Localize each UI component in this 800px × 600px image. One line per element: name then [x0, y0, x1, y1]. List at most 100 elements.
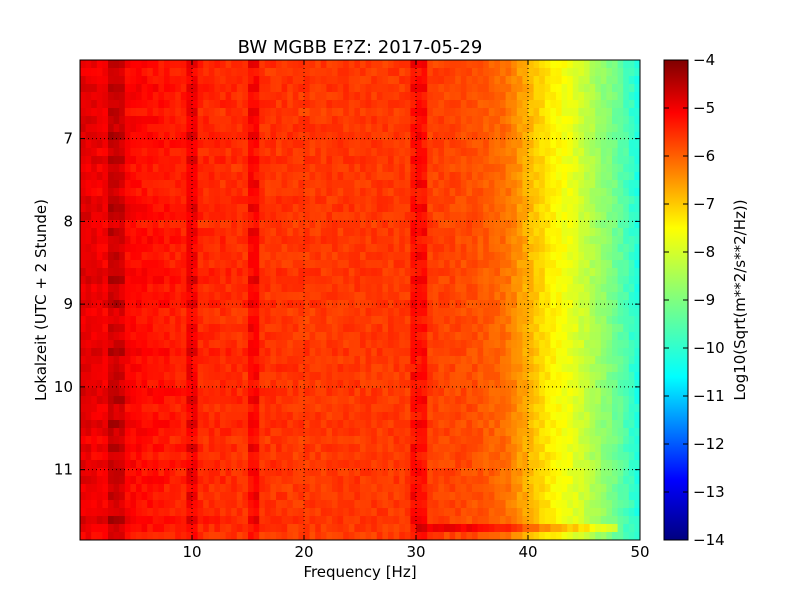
heatmap-cell — [382, 188, 389, 197]
heatmap-cell — [455, 420, 462, 429]
heatmap-cell — [393, 324, 400, 333]
heatmap-cell — [449, 380, 456, 389]
heatmap-cell — [455, 316, 462, 325]
heatmap-cell — [113, 76, 120, 85]
heatmap-cell — [584, 108, 591, 117]
heatmap-cell — [365, 380, 372, 389]
heatmap-cell — [516, 420, 523, 429]
heatmap-cell — [455, 396, 462, 405]
heatmap-cell — [164, 284, 171, 293]
heatmap-cell — [124, 132, 131, 141]
heatmap-cell — [578, 324, 585, 333]
heatmap-cell — [348, 140, 355, 149]
heatmap-cell — [337, 212, 344, 221]
heatmap-cell — [169, 420, 176, 429]
heatmap-cell — [376, 172, 383, 181]
heatmap-cell — [460, 204, 467, 213]
heatmap-cell — [332, 140, 339, 149]
heatmap-cell — [96, 188, 103, 197]
heatmap-cell — [382, 428, 389, 437]
heatmap-cell — [326, 300, 333, 309]
heatmap-cell — [511, 388, 518, 397]
heatmap-cell — [416, 292, 423, 301]
heatmap-cell — [264, 204, 271, 213]
heatmap-cell — [595, 428, 602, 437]
heatmap-cell — [292, 76, 299, 85]
heatmap-cell — [393, 340, 400, 349]
heatmap-cell — [382, 196, 389, 205]
heatmap-cell — [91, 228, 98, 237]
heatmap-cell — [315, 180, 322, 189]
heatmap-cell — [276, 84, 283, 93]
heatmap-cell — [477, 356, 484, 365]
heatmap-cell — [320, 340, 327, 349]
heatmap-cell — [281, 340, 288, 349]
heatmap-cell — [404, 300, 411, 309]
heatmap-cell — [113, 180, 120, 189]
heatmap-cell — [432, 420, 439, 429]
heatmap-cell — [124, 420, 131, 429]
heatmap-cell — [382, 164, 389, 173]
heatmap-cell — [96, 308, 103, 317]
heatmap-cell — [85, 108, 92, 117]
heatmap-cell — [80, 164, 87, 173]
heatmap-cell — [113, 268, 120, 277]
heatmap-cell — [432, 260, 439, 269]
heatmap-cell — [292, 100, 299, 109]
heatmap-cell — [449, 220, 456, 229]
heatmap-cell — [124, 84, 131, 93]
heatmap-cell — [360, 348, 367, 357]
heatmap-cell — [483, 348, 490, 357]
heatmap-cell — [136, 404, 143, 413]
heatmap-cell — [416, 100, 423, 109]
heatmap-cell — [91, 220, 98, 229]
heatmap-cell — [270, 452, 277, 461]
heatmap-cell — [617, 436, 624, 445]
heatmap-cell — [96, 132, 103, 141]
heatmap-cell — [477, 252, 484, 261]
heatmap-cell — [494, 452, 501, 461]
heatmap-cell — [169, 84, 176, 93]
heatmap-cell — [595, 108, 602, 117]
heatmap-cell — [505, 308, 512, 317]
heatmap-cell — [348, 60, 355, 69]
heatmap-cell — [612, 268, 619, 277]
heatmap-cell — [432, 140, 439, 149]
heatmap-cell — [80, 212, 87, 221]
heatmap-cell — [376, 364, 383, 373]
heatmap-cell — [315, 348, 322, 357]
heatmap-cell — [421, 252, 428, 261]
heatmap-cell — [96, 404, 103, 413]
heatmap-cell — [600, 316, 607, 325]
heatmap-cell — [253, 124, 260, 133]
heatmap-cell — [264, 380, 271, 389]
heatmap-cell — [376, 444, 383, 453]
heatmap-cell — [444, 444, 451, 453]
heatmap-cell — [539, 284, 546, 293]
heatmap-cell — [427, 284, 434, 293]
heatmap-cell — [304, 100, 311, 109]
heatmap-cell — [220, 380, 227, 389]
heatmap-cell — [253, 364, 260, 373]
heatmap-cell — [388, 316, 395, 325]
heatmap-cell — [460, 420, 467, 429]
heatmap-cell — [214, 332, 221, 341]
heatmap-cell — [203, 164, 210, 173]
heatmap-cell — [208, 380, 215, 389]
heatmap-cell — [623, 396, 630, 405]
heatmap-cell — [421, 76, 428, 85]
heatmap-cell — [427, 148, 434, 157]
heatmap-cell — [192, 108, 199, 117]
heatmap-cell — [617, 332, 624, 341]
heatmap-cell — [376, 196, 383, 205]
heatmap-cell — [264, 332, 271, 341]
heatmap-cell — [511, 452, 518, 461]
heatmap-cell — [595, 124, 602, 133]
heatmap-cell — [326, 196, 333, 205]
heatmap-cell — [80, 340, 87, 349]
heatmap-cell — [595, 332, 602, 341]
heatmap-cell — [483, 100, 490, 109]
heatmap-cell — [304, 404, 311, 413]
heatmap-cell — [315, 84, 322, 93]
heatmap-cell — [169, 100, 176, 109]
